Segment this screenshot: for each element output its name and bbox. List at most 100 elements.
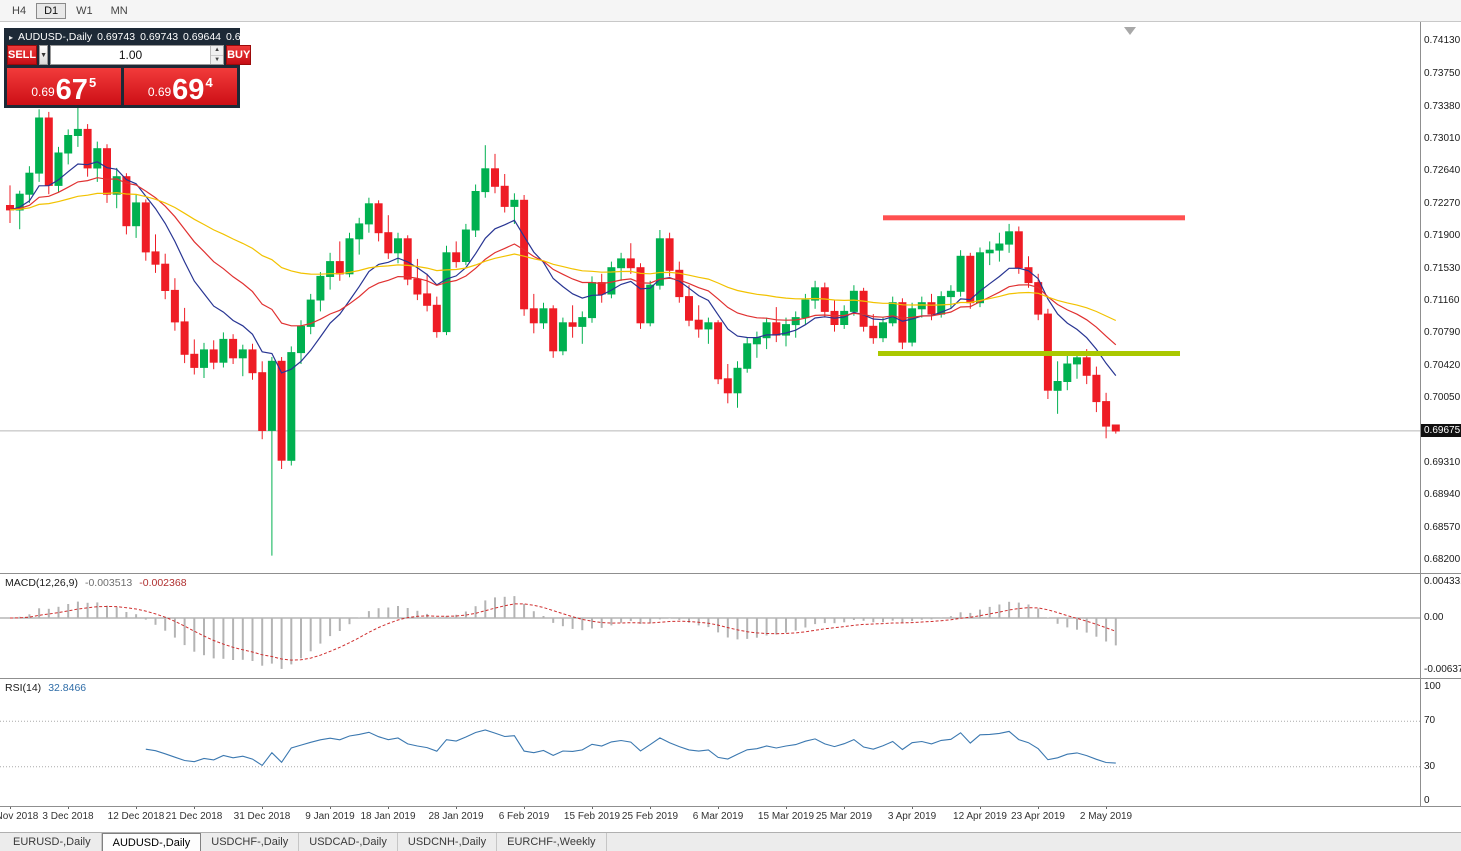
date-label: 9 Jan 2019 xyxy=(305,811,355,822)
current-price-tag: 0.69675 xyxy=(1421,424,1461,437)
date-label: 2 May 2019 xyxy=(1079,811,1133,822)
date-tick xyxy=(68,806,69,809)
rsi-chart-svg xyxy=(0,720,1420,768)
timeframe-button-h4[interactable]: H4 xyxy=(12,4,27,17)
buy-price-prefix: 0.69 xyxy=(147,85,172,99)
date-tick xyxy=(786,806,787,809)
axis-separator xyxy=(1420,22,1421,806)
one-click-trading-panel: ▸ AUDUSD-,Daily 0.69743 0.69743 0.69644 … xyxy=(4,28,264,108)
sell-price-box[interactable]: 0.69 67 5 xyxy=(7,68,121,105)
date-label: 12 Dec 2018 xyxy=(107,811,165,822)
rsi-panel[interactable] xyxy=(0,679,1420,806)
sell-price-big: 67 xyxy=(55,74,88,107)
price-axis-label: 0.73010 xyxy=(1424,133,1461,145)
date-tick xyxy=(136,806,137,809)
symbol-tab-eurchf[interactable]: EURCHF-,Weekly xyxy=(497,833,607,851)
date-tick xyxy=(262,806,263,809)
date-label: 3 Dec 2018 xyxy=(42,811,94,822)
order-type-dropdown[interactable]: ▼ xyxy=(39,45,49,65)
date-tick xyxy=(524,806,525,809)
rsi-name: RSI(14) xyxy=(5,682,42,694)
date-tick xyxy=(10,806,11,809)
chart-shift-marker-icon[interactable] xyxy=(1124,27,1136,35)
chevron-down-icon: ▼ xyxy=(40,51,48,59)
collapse-icon[interactable]: ▸ xyxy=(9,32,14,42)
sell-price-sup: 5 xyxy=(88,75,97,90)
date-tick xyxy=(650,806,651,809)
date-label: 15 Feb 2019 xyxy=(563,811,621,822)
date-tick xyxy=(388,806,389,809)
date-tick xyxy=(456,806,457,809)
date-tick xyxy=(194,806,195,809)
candlestick-chart-svg xyxy=(0,104,1420,556)
price-axis-label: 0.73750 xyxy=(1424,68,1461,80)
spin-up-icon[interactable]: ▲ xyxy=(211,46,224,56)
macd-label: MACD(12,26,9) -0.003513 -0.002368 xyxy=(5,577,187,589)
ohlc-high: 0.69743 xyxy=(140,31,179,43)
spin-down-icon[interactable]: ▼ xyxy=(211,55,224,64)
rsi-axis-label: 0 xyxy=(1424,795,1430,806)
price-axis-label: 0.68570 xyxy=(1424,521,1461,533)
rsi-separator xyxy=(0,678,1461,679)
symbol-tab-bar: EURUSD-,Daily AUDUSD-,Daily USDCHF-,Daily U… xyxy=(0,832,1461,851)
macd-main-value: -0.003513 xyxy=(84,577,133,589)
date-tick xyxy=(330,806,331,809)
date-label: 23 Apr 2019 xyxy=(1011,811,1065,822)
date-label: 6 Mar 2019 xyxy=(692,811,744,822)
symbol-tab-usdchf[interactable]: USDCHF-,Daily xyxy=(201,833,300,851)
rsi-axis-label: 30 xyxy=(1424,760,1436,772)
date-tick xyxy=(980,806,981,809)
date-label: 28 Jan 2019 xyxy=(428,811,484,822)
symbol-tab-eurusd[interactable]: EURUSD-,Daily xyxy=(3,833,102,851)
main-price-chart[interactable] xyxy=(0,22,1420,573)
sell-button[interactable]: SELL xyxy=(7,45,38,65)
ohlc-low: 0.69644 xyxy=(183,31,222,43)
timeframe-button-mn[interactable]: MN xyxy=(110,4,128,17)
symbol-period-label: AUDUSD-,Daily xyxy=(18,31,93,43)
symbol-tab-audusd[interactable]: AUDUSD-,Daily xyxy=(101,833,202,851)
macd-axis[interactable]: 0.004331 0.00 -0.006373 xyxy=(1421,574,1461,678)
volume-field: ▲ ▼ xyxy=(50,45,225,65)
volume-stepper: ▲ ▼ xyxy=(210,46,224,64)
date-label: 18 Jan 2019 xyxy=(360,811,416,822)
price-axis-label: 0.72270 xyxy=(1424,197,1461,209)
buy-price-sup: 4 xyxy=(205,75,213,90)
date-label: 31 Dec 2018 xyxy=(233,811,291,822)
trade-prices: 0.69 67 5 0.69 69 4 xyxy=(7,68,237,105)
symbol-tab-usdcad[interactable]: USDCAD-,Daily xyxy=(299,833,398,851)
macd-separator xyxy=(0,573,1461,574)
macd-axis-label: 0.004331 xyxy=(1424,576,1461,588)
date-tick xyxy=(718,806,719,809)
price-axis-label: 0.68940 xyxy=(1424,489,1461,501)
date-label: 21 Dec 2018 xyxy=(165,811,223,822)
buy-price-big: 69 xyxy=(172,74,205,107)
ohlc-close: 0.69675 xyxy=(226,31,264,43)
date-tick xyxy=(592,806,593,809)
symbol-tab-usdcnh[interactable]: USDCNH-,Daily xyxy=(398,833,498,851)
rsi-axis-label: 100 xyxy=(1424,681,1441,692)
volume-input[interactable] xyxy=(51,46,211,64)
timeframe-button-d1[interactable]: D1 xyxy=(36,2,67,19)
date-label: 12 Apr 2019 xyxy=(953,811,1007,822)
price-axis[interactable]: 0.74130 0.73750 0.73380 0.73010 0.72640 0.722… xyxy=(1421,22,1461,573)
macd-panel[interactable] xyxy=(0,574,1420,678)
macd-axis-label: 0.00 xyxy=(1424,612,1444,623)
date-tick xyxy=(1106,806,1107,809)
date-label: 25 Feb 2019 xyxy=(621,811,679,822)
buy-button[interactable]: BUY xyxy=(226,45,252,65)
macd-chart-svg xyxy=(0,596,1420,669)
rsi-label: RSI(14) 32.8466 xyxy=(5,682,86,694)
price-axis-label: 0.69310 xyxy=(1424,456,1461,468)
buy-price-box[interactable]: 0.69 69 4 xyxy=(123,68,237,107)
ohlc-open: 0.69743 xyxy=(97,31,136,43)
rsi-axis[interactable]: 100 70 30 0 xyxy=(1421,679,1461,806)
price-axis-label: 0.70050 xyxy=(1424,392,1461,404)
date-label: 23 Nov 2018 xyxy=(0,811,39,822)
price-axis-label: 0.70420 xyxy=(1424,359,1461,371)
price-axis-label: 0.73380 xyxy=(1424,100,1461,112)
trade-controls: SELL ▼ ▲ ▼ BUY xyxy=(7,45,252,65)
timeframe-button-w1[interactable]: W1 xyxy=(76,4,93,17)
price-axis-label: 0.72640 xyxy=(1424,165,1461,177)
